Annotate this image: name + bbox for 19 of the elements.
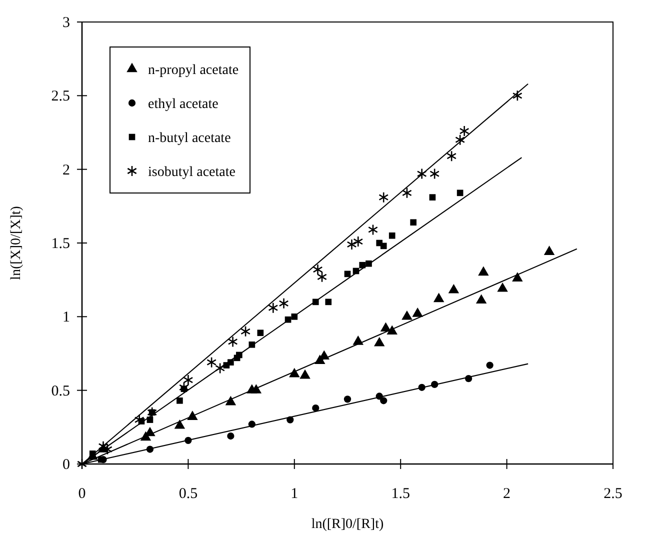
- x-axis-title: ln([R]0/[R]t): [311, 517, 384, 532]
- x-tick-label: 1.5: [391, 486, 410, 502]
- x-tick-label: 0: [78, 486, 86, 502]
- x-tick-label: 0.5: [178, 486, 198, 502]
- y-tick-label: 0.5: [51, 383, 70, 400]
- y-axis-title: ln([X]0/[X]t): [9, 206, 24, 280]
- y-tick-label: 2: [62, 162, 70, 178]
- legend-label: ethyl acetate: [148, 97, 218, 112]
- legend-label: isobutyl acetate: [148, 165, 236, 180]
- y-tick-label: 1.5: [51, 236, 70, 252]
- y-tick-label: 3: [62, 15, 70, 31]
- legend-label: n-butyl acetate: [148, 131, 231, 146]
- y-tick-label: 2.5: [51, 88, 70, 105]
- y-tick-label: 0: [62, 457, 70, 473]
- x-tick-label: 1: [290, 486, 298, 502]
- legend-label: n-propyl acetate: [148, 63, 239, 78]
- x-tick-label: 2: [503, 486, 511, 502]
- x-tick-label: 2.5: [604, 486, 622, 502]
- y-tick-label: 1: [62, 310, 70, 326]
